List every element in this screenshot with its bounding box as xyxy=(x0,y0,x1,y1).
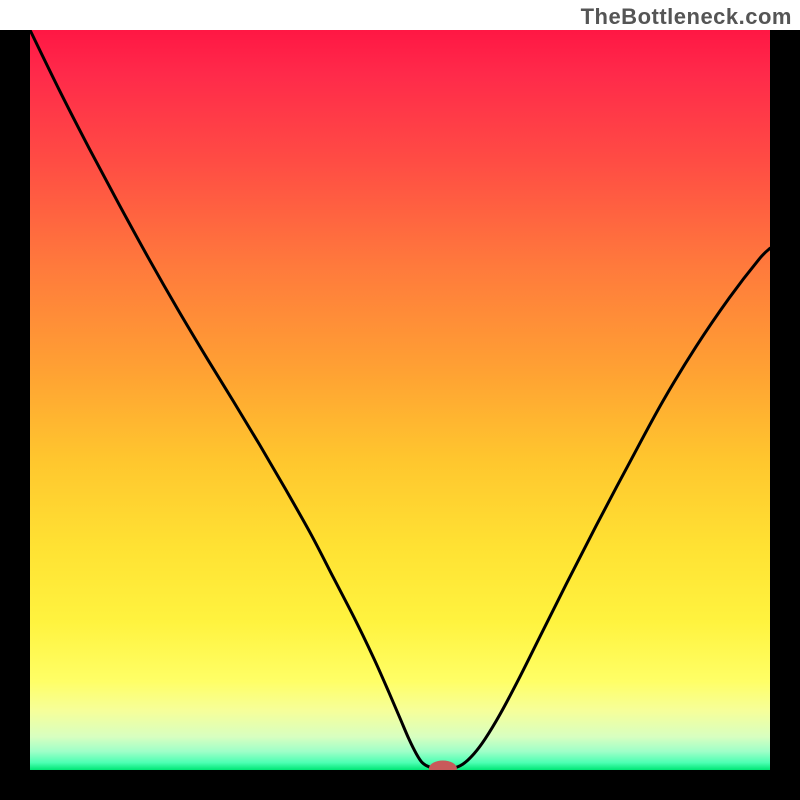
bottleneck-chart: TheBottleneck.com xyxy=(0,0,800,800)
chart-svg xyxy=(0,0,800,800)
gradient-background xyxy=(30,30,770,770)
frame-left xyxy=(0,30,30,800)
watermark-text: TheBottleneck.com xyxy=(581,4,792,30)
frame-bottom xyxy=(0,770,800,800)
frame-right xyxy=(770,30,800,800)
